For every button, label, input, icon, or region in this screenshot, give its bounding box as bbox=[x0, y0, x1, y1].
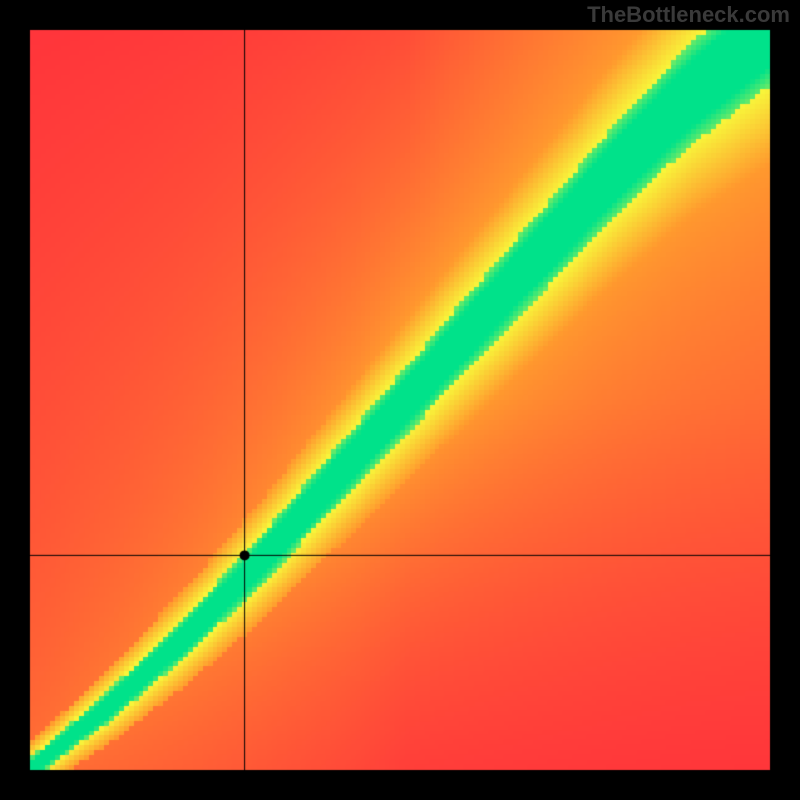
watermark-text: TheBottleneck.com bbox=[587, 2, 790, 28]
chart-container: TheBottleneck.com bbox=[0, 0, 800, 800]
heatmap-canvas bbox=[0, 0, 800, 800]
